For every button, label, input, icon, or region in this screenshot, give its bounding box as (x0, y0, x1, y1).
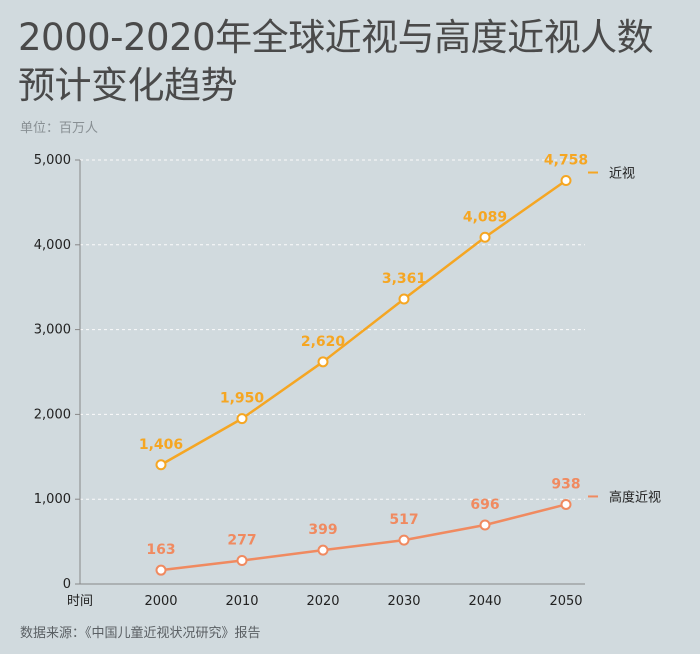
grid-lines (80, 159, 585, 500)
data-label: 696 (470, 497, 499, 513)
y-tick-label: 1,000 (34, 492, 71, 507)
series-group: 1,406 1,950 2,620 3,361 4,089 4,758 163 277 399 5… (139, 153, 588, 576)
data-label: 4,758 (544, 153, 588, 169)
axes (75, 159, 585, 585)
data-label: 517 (389, 512, 418, 528)
legend-label: 近视 (609, 167, 635, 182)
data-label: 3,361 (382, 271, 426, 287)
x-axis-title: 时间 (67, 594, 93, 609)
x-axis-ticks: 时间 2000 2010 2020 2030 2040 2050 (67, 594, 583, 609)
data-point (398, 293, 410, 305)
x-tick-label: 2040 (468, 594, 501, 609)
legend-label: 高度近视 (609, 489, 661, 505)
x-tick-label: 2030 (387, 594, 420, 609)
data-point (236, 555, 248, 567)
data-label: 277 (227, 533, 256, 549)
y-tick-label: 0 (63, 577, 71, 592)
x-tick-label: 2020 (306, 594, 339, 609)
data-label: 1,406 (139, 437, 183, 453)
data-point (317, 356, 329, 368)
y-tick-label: 2,000 (34, 407, 71, 422)
data-point (560, 175, 572, 187)
data-point (155, 564, 167, 576)
data-label: 1,950 (220, 391, 265, 407)
y-tick-label: 5,000 (34, 153, 71, 168)
data-point (236, 413, 248, 425)
data-point (479, 519, 491, 531)
x-tick-label: 2000 (144, 594, 177, 609)
y-axis-ticks: 0 1,000 2,000 3,000 4,000 5,000 (34, 153, 71, 592)
chart-title: 2000-2020年全球近视与高度近视人数预计变化趋势 (18, 16, 654, 107)
data-label: 4,089 (463, 209, 507, 225)
data-label: 399 (308, 522, 337, 538)
series-line (160, 179, 567, 466)
data-label: 938 (551, 476, 580, 492)
chart-subtitle: 单位：百万人 (20, 121, 99, 136)
source-note: 数据来源：《中国儿童近视状况研究》报告 (20, 626, 261, 641)
y-tick-label: 4,000 (34, 238, 71, 253)
series-high-myopia: 163 277 399 517 696 938 (146, 476, 581, 576)
data-label: 2,620 (301, 334, 346, 350)
data-label: 163 (146, 542, 175, 558)
data-point (155, 459, 167, 471)
series-line (160, 503, 567, 572)
y-tick-label: 3,000 (34, 323, 71, 338)
data-point (317, 544, 329, 556)
data-point (560, 498, 572, 510)
series-myopia: 1,406 1,950 2,620 3,361 4,089 4,758 (139, 153, 588, 471)
data-point (398, 534, 410, 546)
x-tick-label: 2050 (549, 594, 582, 609)
data-point (479, 231, 491, 243)
x-tick-label: 2010 (225, 594, 258, 609)
